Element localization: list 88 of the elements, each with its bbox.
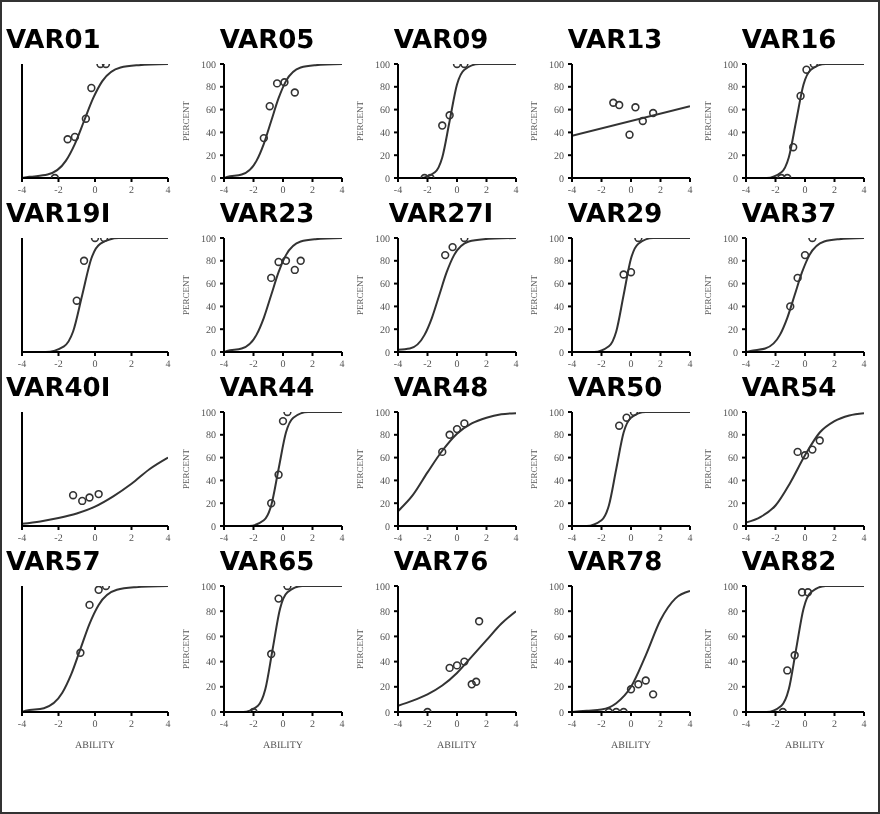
chart-title: VAR09 bbox=[391, 26, 491, 58]
chart-title: VAR76 bbox=[391, 548, 491, 580]
point bbox=[274, 594, 283, 603]
point bbox=[272, 79, 282, 88]
point bbox=[631, 103, 640, 112]
point bbox=[609, 98, 618, 107]
line-series bbox=[224, 64, 342, 178]
point bbox=[280, 78, 289, 87]
line-series bbox=[398, 610, 516, 707]
chart-title: VAR16 bbox=[739, 26, 839, 58]
point bbox=[783, 666, 792, 675]
chart-title: VAR29 bbox=[565, 200, 665, 232]
point bbox=[793, 273, 802, 283]
point bbox=[265, 101, 274, 111]
point bbox=[438, 447, 447, 457]
point bbox=[793, 447, 802, 457]
point bbox=[296, 256, 305, 265]
point bbox=[808, 445, 817, 454]
point bbox=[94, 586, 103, 594]
line-series bbox=[746, 412, 864, 524]
point bbox=[267, 499, 276, 508]
point bbox=[619, 270, 628, 279]
point bbox=[471, 677, 481, 686]
line-series bbox=[746, 238, 864, 352]
point bbox=[81, 114, 91, 123]
chart-title: VAR23 bbox=[217, 200, 317, 232]
point bbox=[803, 588, 813, 597]
point bbox=[445, 430, 454, 439]
chart-title: VAR65 bbox=[217, 548, 317, 580]
point bbox=[634, 680, 643, 689]
chart-title: VAR50 bbox=[565, 374, 665, 406]
chart-title: VAR37 bbox=[739, 200, 839, 232]
point bbox=[626, 268, 636, 277]
point bbox=[438, 121, 447, 130]
point bbox=[460, 657, 469, 666]
point bbox=[278, 416, 288, 426]
line-series bbox=[398, 238, 516, 351]
point bbox=[445, 111, 454, 120]
point bbox=[452, 661, 462, 670]
point bbox=[70, 132, 80, 142]
point bbox=[800, 451, 810, 460]
point bbox=[274, 470, 283, 479]
point bbox=[267, 649, 276, 659]
chart-title: VAR40I bbox=[6, 374, 113, 406]
chart-title: VAR44 bbox=[217, 374, 317, 406]
point bbox=[76, 648, 85, 657]
point bbox=[290, 88, 299, 97]
point bbox=[445, 663, 454, 673]
line-series bbox=[224, 238, 342, 352]
point bbox=[625, 130, 634, 139]
point bbox=[615, 100, 624, 110]
point bbox=[259, 133, 269, 143]
point bbox=[474, 617, 484, 626]
point bbox=[648, 108, 658, 118]
chart-title: VAR05 bbox=[217, 26, 317, 58]
point bbox=[648, 690, 658, 699]
point bbox=[87, 83, 96, 93]
point bbox=[467, 680, 476, 689]
chart-title: VAR13 bbox=[565, 26, 665, 58]
chart-title: VAR78 bbox=[565, 548, 665, 580]
point bbox=[638, 116, 647, 126]
point bbox=[290, 265, 299, 275]
chart-title: VAR19I bbox=[6, 200, 113, 232]
line-series bbox=[572, 590, 690, 712]
chart-title: VAR01 bbox=[6, 26, 103, 58]
point bbox=[267, 273, 276, 283]
point bbox=[641, 676, 650, 685]
point bbox=[460, 419, 469, 428]
chart-title: VAR27I bbox=[386, 200, 496, 232]
point bbox=[63, 135, 72, 144]
chart-title: VAR82 bbox=[739, 548, 839, 580]
line-series bbox=[398, 412, 516, 513]
point bbox=[786, 302, 795, 311]
point bbox=[790, 651, 799, 660]
point bbox=[626, 685, 636, 694]
point bbox=[800, 250, 810, 260]
chart-title: VAR57 bbox=[6, 548, 103, 580]
point bbox=[797, 588, 807, 597]
point bbox=[274, 257, 283, 267]
point bbox=[802, 65, 811, 74]
point bbox=[281, 256, 291, 265]
chart-title: VAR48 bbox=[391, 374, 491, 406]
point bbox=[796, 91, 805, 101]
point bbox=[815, 436, 824, 445]
point bbox=[85, 600, 94, 610]
chart-title: VAR54 bbox=[739, 374, 839, 406]
point bbox=[789, 143, 798, 152]
point bbox=[452, 424, 462, 434]
